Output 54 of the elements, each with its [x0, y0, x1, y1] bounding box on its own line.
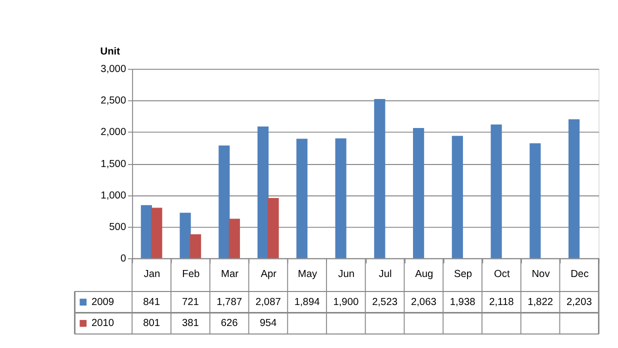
bar [568, 119, 580, 258]
bar [258, 126, 269, 258]
data-label: 2,118 [489, 296, 514, 308]
y-tick-label: 500 [109, 222, 126, 233]
y-tick-label: 1,500 [100, 158, 126, 170]
bar [374, 98, 386, 258]
data-label: 2,063 [410, 296, 437, 308]
bar [180, 212, 191, 258]
bar [452, 136, 463, 258]
x-tick-label: Nov [532, 269, 551, 280]
data-label: 954 [260, 318, 277, 330]
legend-label: 2010 [91, 318, 114, 330]
data-label: 1,894 [294, 296, 320, 308]
data-label: 2,523 [372, 296, 398, 308]
y-tick-label: 3,000 [100, 64, 126, 76]
legend-label: 2009 [91, 296, 114, 308]
data-label: 841 [143, 296, 160, 308]
data-label: 1,822 [528, 296, 554, 308]
x-tick-label: Oct [494, 269, 510, 280]
bar [151, 208, 162, 258]
x-tick-label: Apr [260, 269, 278, 280]
x-tick-label: Jan [144, 269, 160, 280]
x-tick-label: Jun [338, 269, 355, 280]
bar [140, 205, 152, 258]
bar [530, 143, 541, 258]
y-tick-label: 2,500 [100, 96, 126, 107]
bar [335, 138, 346, 258]
bar [296, 138, 308, 258]
x-tick-label: Sep [454, 269, 472, 280]
y-tick-label: 0 [120, 253, 126, 264]
data-label: 381 [182, 318, 200, 330]
bar [490, 124, 502, 258]
y-tick-label: 1,000 [100, 190, 126, 202]
x-tick-label: Jul [378, 269, 392, 280]
bar [413, 128, 424, 258]
x-tick-label: Dec [570, 269, 589, 280]
data-label: 2,203 [566, 296, 592, 308]
bar [218, 145, 230, 258]
data-label: 721 [182, 296, 200, 308]
x-tick-label: Mar [221, 269, 240, 280]
x-tick-label: May [298, 269, 318, 280]
data-label: 1,787 [216, 296, 242, 308]
y-axis-title: Unit [100, 46, 121, 58]
data-label: 801 [143, 318, 160, 330]
y-tick-label: 2,000 [100, 127, 126, 138]
bar [228, 218, 240, 258]
bar [190, 234, 202, 258]
data-label: 626 [220, 318, 238, 330]
data-label: 1,900 [333, 296, 359, 308]
bar [268, 198, 279, 258]
data-label: 2,087 [255, 296, 282, 308]
data-label: 1,938 [450, 296, 476, 308]
x-tick-label: Feb [182, 269, 200, 280]
x-tick-label: Aug [415, 269, 434, 280]
